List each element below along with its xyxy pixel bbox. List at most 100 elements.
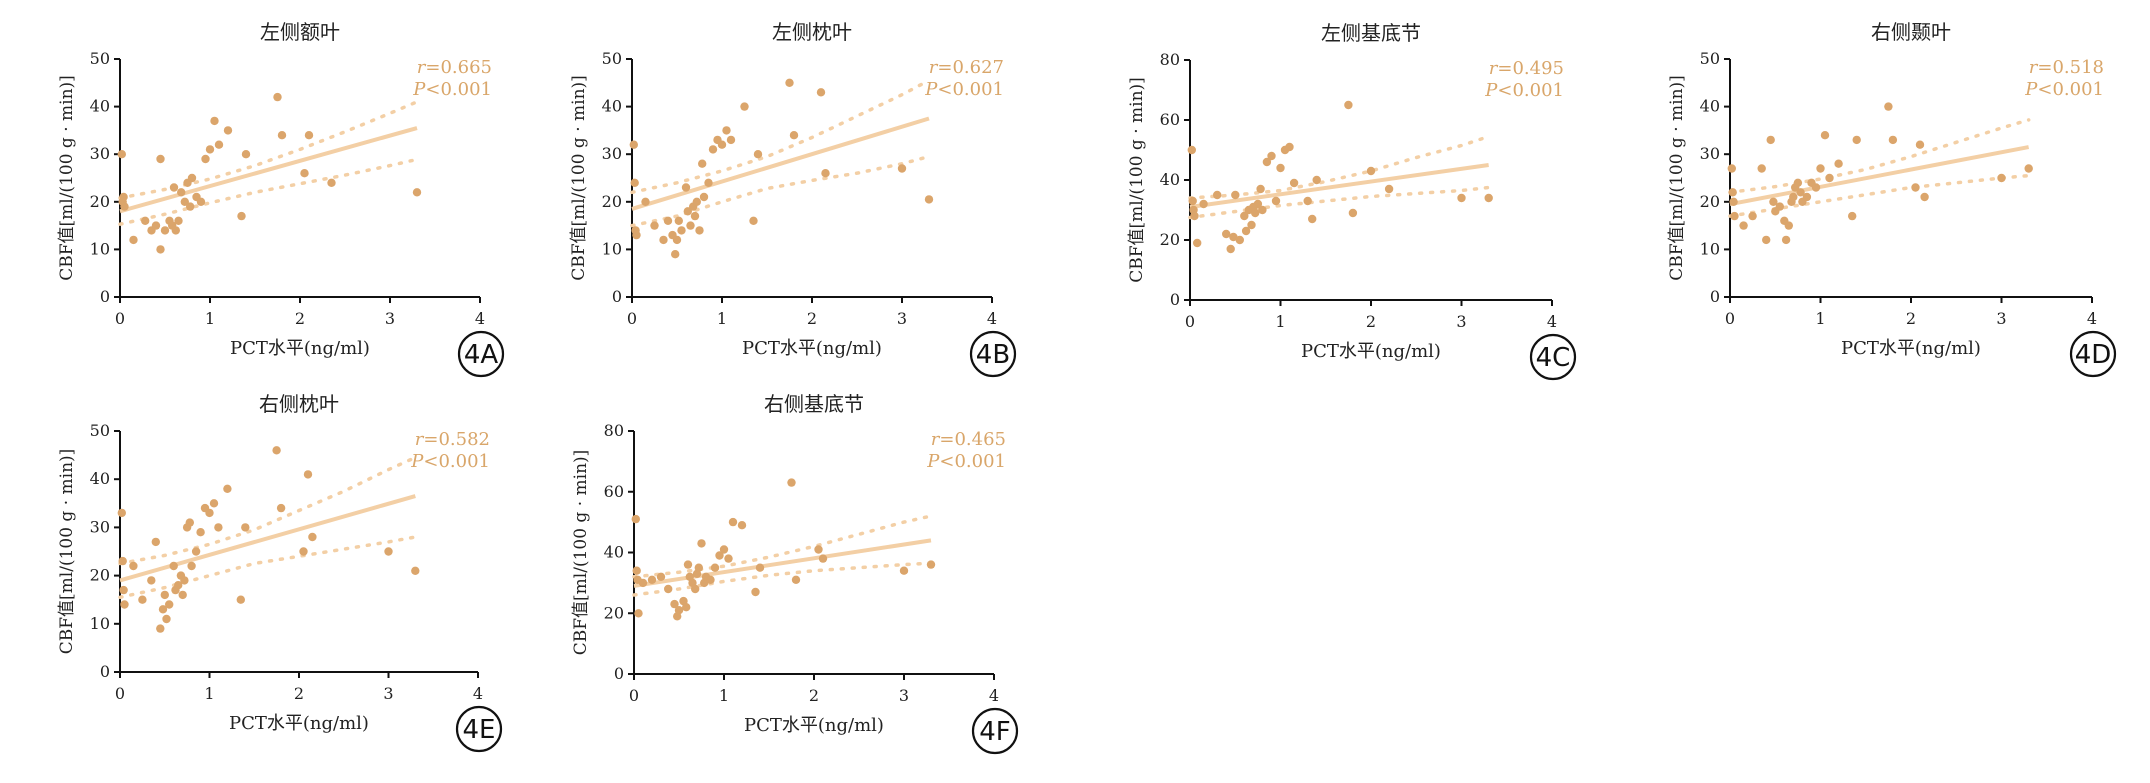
- data-point: [704, 178, 713, 187]
- data-point: [1793, 178, 1803, 187]
- data-point: [726, 135, 736, 145]
- data-point: [1348, 208, 1358, 218]
- data-point: [787, 478, 796, 487]
- data-point: [1231, 190, 1240, 200]
- x-tick-label: 4: [1547, 312, 1557, 331]
- y-tick-label: 0: [612, 287, 622, 306]
- data-point: [1915, 140, 1925, 149]
- panel-label: 4E: [463, 715, 496, 745]
- y-tick-label: 30: [1700, 144, 1720, 163]
- regression-line: [1189, 163, 1489, 209]
- y-tick-label: 0: [1170, 290, 1180, 309]
- data-point: [196, 528, 205, 537]
- data-point: [674, 606, 684, 615]
- data-point: [753, 150, 763, 159]
- data-point: [814, 545, 823, 554]
- data-point: [1213, 190, 1222, 200]
- chart-title: 左侧额叶: [260, 20, 340, 44]
- data-point: [724, 554, 733, 563]
- data-point: [1825, 173, 1834, 183]
- p-value: <0.001: [937, 79, 1004, 100]
- data-point: [664, 584, 673, 594]
- y-tick-label: 20: [90, 566, 110, 585]
- p-value: <0.001: [2037, 79, 2104, 100]
- x-tick-label: 3: [1456, 312, 1466, 331]
- data-point: [187, 561, 196, 571]
- data-point: [697, 539, 706, 548]
- x-tick-label: 1: [1275, 312, 1285, 331]
- r-value-label: r=0.465: [931, 429, 1006, 450]
- data-point: [897, 164, 907, 173]
- data-point: [1775, 202, 1785, 211]
- data-point: [180, 197, 189, 206]
- panel-label: 4C: [1536, 343, 1571, 373]
- r-value: =0.627: [937, 57, 1004, 78]
- data-point: [276, 503, 286, 513]
- data-point: [698, 159, 707, 168]
- x-axis-label: PCT水平(ng/ml): [230, 338, 370, 359]
- p-symbol: P: [412, 79, 426, 100]
- p-value-label: P<0.001: [926, 451, 1006, 472]
- data-point: [1222, 229, 1231, 239]
- data-point: [926, 560, 936, 569]
- data-point: [682, 603, 691, 612]
- data-point: [789, 131, 799, 140]
- r-value: =0.582: [423, 429, 490, 450]
- data-point: [791, 575, 801, 584]
- data-point: [1757, 164, 1766, 173]
- data-point: [728, 517, 738, 527]
- data-point: [681, 183, 691, 192]
- y-tick-label: 0: [100, 287, 110, 306]
- data-point: [214, 523, 223, 532]
- ci-lower-line: [1188, 185, 1491, 220]
- regression-line: [1729, 145, 2030, 207]
- y-tick-label: 20: [604, 603, 624, 622]
- data-point: [300, 169, 309, 178]
- y-tick-label: 60: [604, 482, 624, 501]
- data-point: [1820, 131, 1830, 140]
- x-tick-label: 4: [473, 684, 483, 703]
- data-point: [156, 624, 165, 633]
- y-tick-label: 20: [90, 192, 110, 211]
- ci-upper-line: [118, 455, 418, 566]
- data-point: [147, 576, 156, 585]
- data-point: [223, 126, 233, 135]
- data-point: [237, 211, 246, 221]
- y-tick-label: 20: [1160, 230, 1180, 249]
- data-point: [1728, 188, 1737, 197]
- data-point: [691, 584, 700, 594]
- data-point: [1285, 142, 1294, 152]
- data-point: [178, 590, 187, 600]
- ci-lower-line: [118, 157, 419, 226]
- panel-label: 4B: [976, 340, 1010, 370]
- data-point: [1199, 199, 1208, 209]
- p-value-label: P<0.001: [2024, 79, 2104, 100]
- x-tick-label: 0: [1725, 309, 1735, 328]
- x-tick-label: 2: [807, 309, 817, 328]
- chart-title: 右侧枕叶: [259, 392, 339, 416]
- data-point: [1816, 164, 1825, 173]
- data-point: [162, 614, 171, 624]
- x-tick-label: 0: [627, 309, 637, 328]
- data-point: [209, 499, 219, 508]
- chart-panel-4a: 左侧额叶 0 10 20 30 40 50 0 1 2 3 4 PCT水平(ng/ml) CBF值[ml/…: [57, 20, 505, 378]
- data-point: [1247, 220, 1256, 230]
- p-value-label: P<0.001: [924, 79, 1004, 100]
- data-point: [674, 216, 683, 225]
- data-point: [119, 585, 128, 595]
- panel-label: 4D: [2075, 340, 2112, 370]
- r-symbol: r: [931, 429, 941, 450]
- data-point: [1748, 211, 1757, 221]
- data-point: [412, 188, 422, 197]
- data-point: [749, 216, 758, 225]
- data-point: [663, 216, 673, 225]
- r-value-label: r=0.495: [1489, 58, 1564, 79]
- data-point: [1766, 135, 1775, 145]
- data-point: [303, 470, 313, 479]
- p-symbol: P: [926, 451, 940, 472]
- data-point: [120, 202, 129, 211]
- r-value: =0.465: [939, 429, 1006, 450]
- y-tick-label: 30: [602, 144, 622, 163]
- y-tick-label: 20: [602, 192, 622, 211]
- y-tick-label: 40: [90, 97, 110, 116]
